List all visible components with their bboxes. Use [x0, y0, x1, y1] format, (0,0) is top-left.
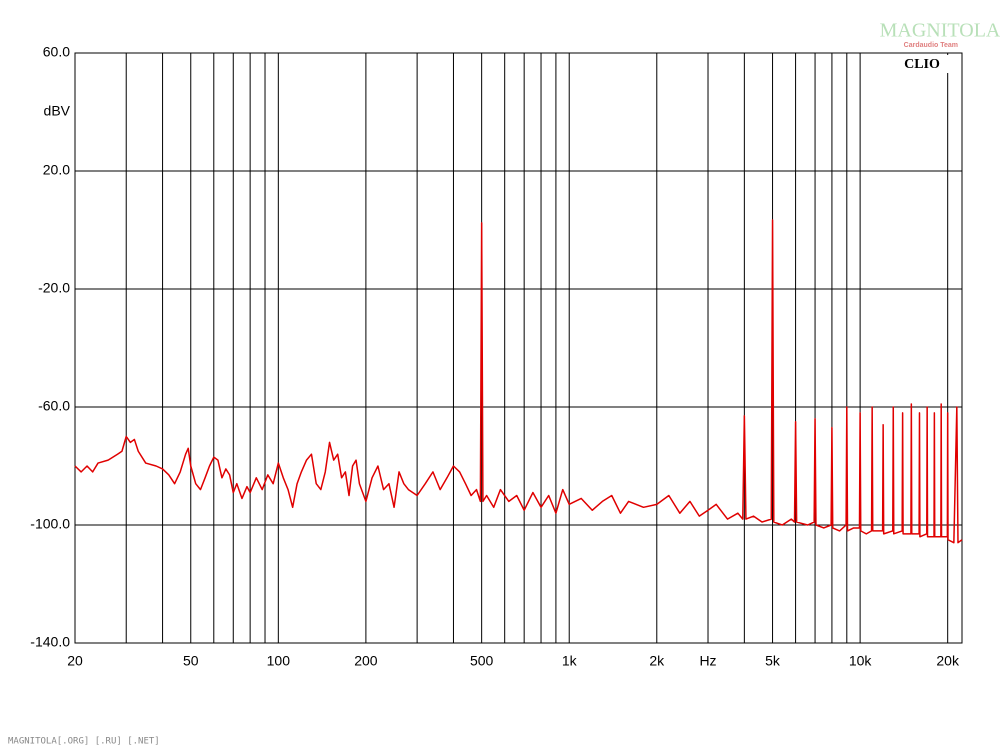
plot-frame — [74, 52, 963, 644]
y-tick-label: -60.0 — [38, 398, 70, 414]
x-tick-label: Hz — [699, 653, 716, 669]
x-tick-label: 2k — [649, 653, 665, 669]
y-axis-unit: dBV — [44, 103, 71, 119]
y-tick-label: -20.0 — [38, 280, 70, 296]
x-tick-label: 50 — [183, 653, 199, 669]
brand-label: CLIO — [904, 57, 940, 72]
y-tick-label: -100.0 — [30, 516, 70, 532]
x-tick-label: 200 — [354, 653, 378, 669]
y-tick-label: 60.0 — [43, 44, 70, 60]
x-tick-label: 500 — [470, 653, 494, 669]
x-tick-label: 1k — [562, 653, 578, 669]
footer: MAGNITOLA[.ORG] [.RU] [.NET] — [8, 737, 160, 747]
watermark-sub: Cardaudio Team — [904, 42, 958, 49]
x-tick-label: 20 — [67, 653, 83, 669]
x-tick-label: 20k — [936, 653, 960, 669]
x-tick-label: 100 — [267, 653, 291, 669]
spectrum-line — [74, 219, 963, 544]
x-tick-label: 10k — [849, 653, 873, 669]
x-tick-label: 5k — [765, 653, 781, 669]
y-tick-label: 20.0 — [43, 162, 70, 178]
y-tick-label: -140.0 — [30, 634, 70, 650]
brand-box — [895, 55, 950, 73]
watermark: MAGNITOLA — [880, 20, 1000, 42]
